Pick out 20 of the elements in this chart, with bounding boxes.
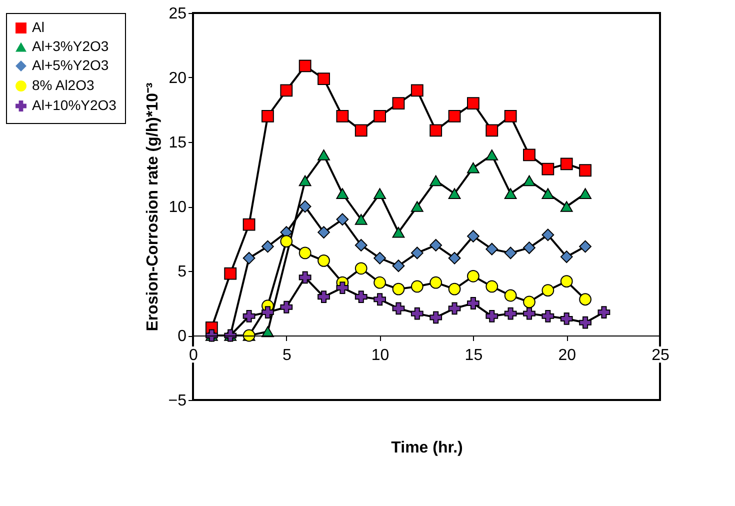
x-tick-label: 25 bbox=[652, 347, 670, 364]
y-tick-label: −5 bbox=[168, 392, 187, 410]
y-tick-label: 20 bbox=[168, 70, 187, 87]
x-tick-label: 5 bbox=[282, 347, 292, 364]
y-tick-label: 5 bbox=[178, 264, 187, 280]
legend-label: Al+10%Y2O3 bbox=[32, 97, 117, 113]
y-tick-label: 0 bbox=[178, 328, 187, 345]
legend-label: Al+3%Y2O3 bbox=[32, 38, 109, 54]
x-tick-label: 15 bbox=[464, 347, 483, 364]
y-tick-label: 25 bbox=[168, 6, 187, 22]
x-tick-label: 0 bbox=[189, 347, 198, 364]
y-tick-label: 10 bbox=[168, 199, 187, 216]
x-axis-title: Time (hr.) bbox=[391, 440, 463, 456]
y-axis-title: Erosion-Corrosion rate (g/h)*10⁻³ bbox=[144, 82, 162, 332]
legend-label: Al+5%Y2O3 bbox=[32, 57, 109, 73]
legend-label: 8% Al2O3 bbox=[32, 77, 94, 93]
x-tick-label: 20 bbox=[558, 347, 576, 364]
legend-label: Al bbox=[32, 19, 44, 35]
y-tick-label: 15 bbox=[168, 134, 187, 152]
x-tick-label: 10 bbox=[371, 347, 390, 364]
